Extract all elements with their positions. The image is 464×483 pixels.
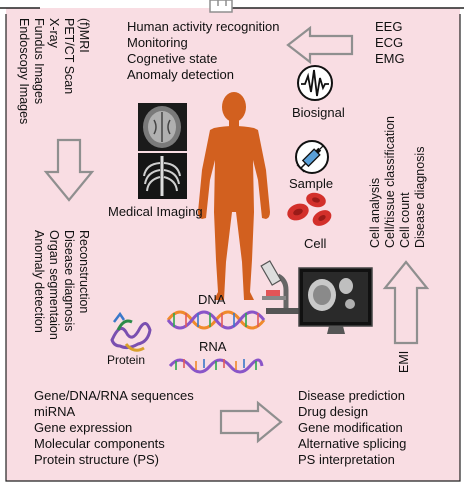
omics-item: Gene expression: [34, 420, 133, 435]
sample-label: Sample: [289, 176, 334, 191]
red-blood-cells-icon: [287, 192, 332, 226]
modality-item: Endoscopy Images: [17, 18, 31, 125]
imaging-modalities-list: (f)MRI PET/CT Scan X-ray Fundus Images E…: [16, 18, 91, 124]
omics-item: Gene/DNA/RNA sequences: [34, 388, 194, 403]
omics-application-item: Alternative splicing: [298, 436, 407, 451]
protein-icon: [110, 311, 152, 352]
modality-item: (f)MRI: [77, 18, 91, 53]
cell-task-item: Cell analysis: [368, 177, 382, 248]
imaging-task-item: Organ segmentaion: [47, 230, 61, 340]
signal-type-item: EEG: [375, 19, 403, 34]
omics-item: Protein structure (PS): [34, 452, 159, 467]
pink-panel: [6, 8, 460, 481]
dna-helix-icon: [166, 310, 266, 330]
emi-label-wrap: EMI: [397, 351, 412, 373]
omics-application-item: Disease prediction: [298, 388, 405, 403]
brain-mri-icon: [138, 103, 187, 151]
imaging-task-item: Reconstruction: [77, 230, 91, 314]
protein-label: Protein: [107, 353, 146, 367]
application-item: Anomaly detection: [127, 67, 234, 82]
monitor-icon: [298, 267, 373, 334]
imaging-task-item: Disease diagnosis: [62, 230, 76, 332]
cell-task-item: Cell count: [398, 192, 412, 248]
arrow-down-left: [43, 138, 95, 202]
biosignal-applications-list: Human activity recognition Monitoring Co…: [127, 19, 279, 83]
imaging-tasks-list: Reconstruction Disease diagnosis Organ s…: [31, 230, 91, 340]
application-item: Cognetive state: [127, 51, 218, 66]
biosignal-label: Biosignal: [292, 105, 345, 120]
modality-item: Fundus Images: [32, 18, 46, 105]
signal-type-item: EMG: [375, 51, 405, 66]
modality-item: PET/CT Scan: [62, 18, 76, 95]
omics-application-item: PS interpretation: [298, 452, 395, 467]
cell-label: Cell: [304, 236, 327, 251]
omics-item: Molecular components: [34, 436, 165, 451]
arrow-left-top: [286, 25, 354, 65]
omics-data-list: Gene/DNA/RNA sequences miRNA Gene expres…: [34, 388, 194, 468]
emi-label: EMI: [397, 350, 411, 373]
top-connector: [209, 0, 233, 13]
imaging-task-item: Anomaly detection: [32, 230, 46, 333]
microscope-icon: [260, 260, 300, 314]
chest-xray-icon: [138, 153, 187, 199]
signal-type-item: ECG: [375, 35, 404, 50]
biosignal-types-list: EEG ECG EMG: [375, 19, 405, 67]
application-item: Human activity recognition: [127, 19, 280, 34]
medical-imaging-label: Medical Imaging: [108, 204, 203, 219]
cell-analysis-list: Cell analysis Cell/tissue classification…: [368, 116, 428, 248]
omics-applications-list: Disease prediction Drug design Gene modi…: [298, 388, 406, 468]
arrow-right-bottom: [219, 400, 283, 444]
cell-task-item: Cell/tissue classification: [383, 116, 397, 248]
dna-label: DNA: [198, 292, 226, 307]
heartbeat-icon: [297, 65, 333, 101]
omics-application-item: Gene modification: [298, 420, 403, 435]
human-body: [198, 92, 270, 300]
arrow-up-right: [382, 260, 430, 345]
omics-application-item: Drug design: [298, 404, 369, 419]
cell-task-item: Disease diagnosis: [413, 146, 427, 248]
rna-strand-icon: [168, 358, 264, 374]
rna-label: RNA: [199, 339, 227, 354]
panel-border: [5, 14, 461, 482]
modality-item: X-ray: [47, 18, 61, 48]
syringe-icon: [295, 140, 329, 174]
omics-item: miRNA: [34, 404, 76, 419]
application-item: Monitoring: [127, 35, 188, 50]
